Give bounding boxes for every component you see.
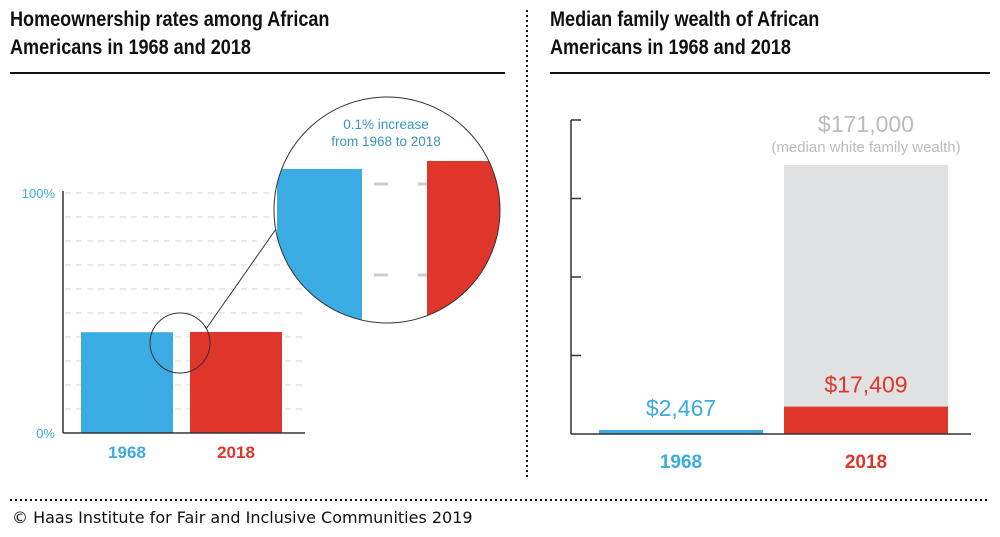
bar-1968: [599, 430, 763, 434]
bar-2018: [190, 331, 282, 433]
bar-2018: [784, 406, 948, 434]
reference-value-label: $171,000: [818, 111, 914, 137]
x-tick-label: 2018: [845, 452, 887, 473]
title-line: Median family wealth of African: [550, 8, 820, 31]
left-chart-title: Homeownership rates among African Americ…: [10, 6, 329, 62]
title-line: Americans in 1968 and 2018: [550, 36, 791, 59]
reference-bar-white-wealth: [784, 165, 948, 434]
reference-sublabel: (median white family wealth): [771, 139, 960, 156]
zoom-connector-line: [205, 228, 277, 330]
x-tick-label: 1968: [660, 452, 702, 473]
copyright-footer: © Haas Institute for Fair and Inclusive …: [12, 508, 473, 527]
annotation: 0.1% increase: [343, 117, 429, 132]
right-chart-title: Median family wealth of African American…: [550, 6, 819, 62]
x-tick-label: 1968: [108, 443, 146, 462]
value-label: $17,409: [824, 372, 907, 398]
y-tick-label: 100%: [22, 186, 56, 201]
annotation: from 1968 to 2018: [331, 134, 441, 149]
title-line: Homeownership rates among African: [10, 8, 330, 31]
zoomed-bar-2018: [427, 161, 500, 323]
y-tick-label: 0%: [36, 426, 55, 441]
value-label: $2,467: [646, 395, 716, 421]
magnifier-circle: [273, 96, 501, 324]
zoom-focus-circle: [149, 312, 211, 374]
bar-1968: [81, 332, 173, 433]
title-line: Americans in 1968 and 2018: [10, 36, 251, 59]
x-tick-label: 2018: [217, 443, 255, 462]
